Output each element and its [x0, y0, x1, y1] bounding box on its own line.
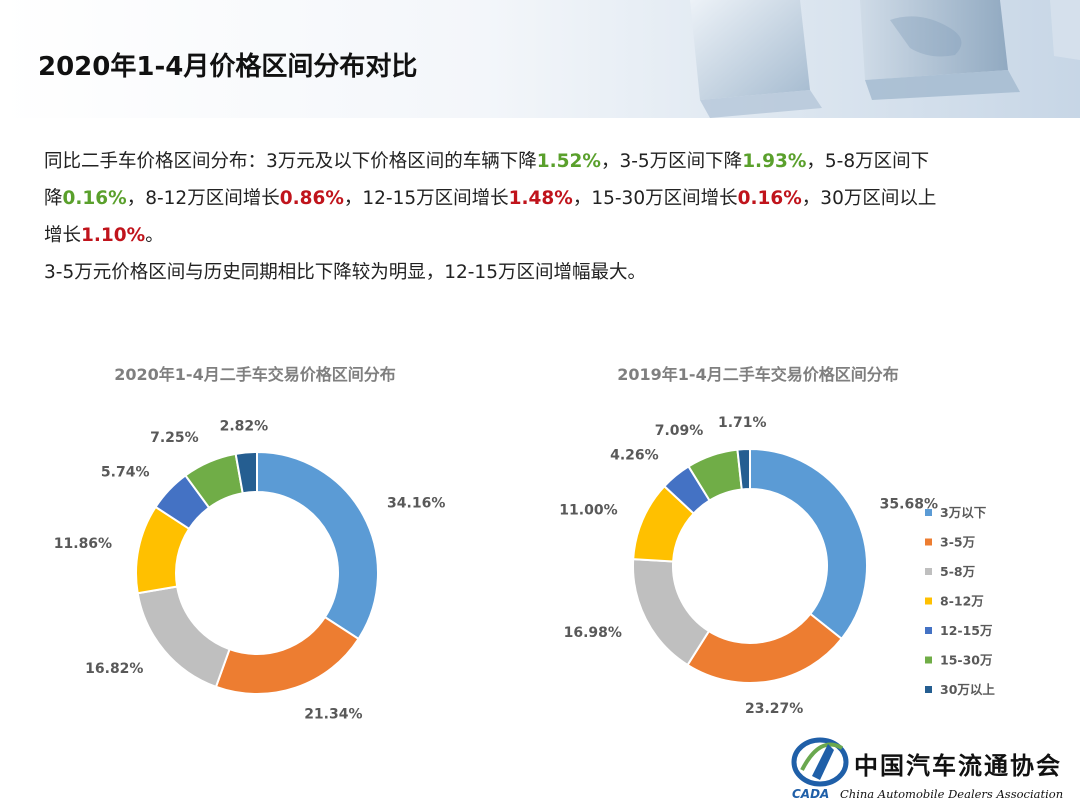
- legend-swatch: [925, 538, 932, 546]
- summary-text: 同比二手车价格区间分布：3万元及以下价格区间的车辆下降1.52%，3-5万区间下…: [44, 143, 1044, 291]
- data-label: 21.34%: [304, 706, 362, 722]
- data-label: 5.74%: [101, 464, 150, 480]
- legend-label: 8-12万: [940, 594, 984, 609]
- summary-text-segment: ，15-30万区间增长: [572, 188, 738, 209]
- decrease-value: 1.52%: [536, 151, 601, 172]
- data-label: 4.26%: [610, 448, 659, 464]
- data-label: 7.25%: [150, 430, 199, 446]
- summary-text-segment: 降: [44, 188, 63, 209]
- increase-value: 0.16%: [737, 188, 802, 209]
- data-label: 16.82%: [85, 661, 143, 677]
- legend-swatch: [925, 686, 932, 693]
- donut-slice-5-8万: [632, 558, 711, 667]
- legend-swatch: [925, 509, 932, 516]
- summary-line-3: 增长1.10%。: [44, 217, 1044, 254]
- legend-swatch: [925, 656, 932, 664]
- summary-text-segment: 增长: [44, 225, 82, 246]
- donut-slice-30万以上: [234, 450, 258, 495]
- legend-swatch: [925, 597, 932, 605]
- increase-value: 1.10%: [81, 225, 146, 246]
- data-label: 35.68%: [880, 496, 938, 512]
- summary-line-4: 3-5万元价格区间与历史同期相比下降较为明显，12-15万区间增幅最大。: [44, 262, 646, 283]
- data-label: 2.82%: [220, 419, 269, 435]
- data-label: 23.27%: [745, 701, 803, 717]
- header-cubes-image: [690, 0, 1080, 118]
- increase-value: 1.48%: [508, 188, 573, 209]
- cada-logo: CADA 中国汽车流通协会 China Automobile Dealers A…: [791, 737, 1063, 801]
- summary-text-segment: 。: [145, 225, 164, 246]
- page-title: 2020年1-4月价格区间分布对比: [38, 52, 418, 82]
- logo-en-text: China Automobile Dealers Association: [840, 787, 1063, 801]
- header-band: 2020年1-4月价格区间分布对比: [0, 0, 1080, 118]
- summary-line-1: 同比二手车价格区间分布：3万元及以下价格区间的车辆下降1.52%，3-5万区间下…: [44, 143, 1044, 180]
- summary-text-segment: ，8-12万区间增长: [126, 188, 280, 209]
- summary-text-segment: 同比二手车价格区间分布：3万元及以下价格区间的车辆下降: [44, 151, 537, 172]
- chart-2019-title: 2019年1-4月二手车交易价格区间分布: [617, 365, 899, 384]
- chart-2020-title: 2020年1-4月二手车交易价格区间分布: [114, 365, 396, 384]
- legend-swatch: [925, 627, 932, 634]
- data-label: 34.16%: [387, 495, 445, 511]
- logo-cn-text: 中国汽车流通协会: [854, 751, 1062, 780]
- legend-label: 15-30万: [940, 653, 992, 668]
- legend-label: 3-5万: [940, 535, 975, 550]
- donut-slice-30万以上: [736, 447, 751, 491]
- summary-text-segment: ，3-5万区间下降: [600, 151, 743, 172]
- decrease-value: 1.93%: [742, 151, 807, 172]
- donut-slice-3万以下: [749, 447, 868, 641]
- donut-slice-3万以下: [256, 450, 379, 641]
- legend-label: 3万以下: [940, 505, 987, 520]
- donut-slice-3-5万: [214, 615, 360, 695]
- data-label: 1.71%: [718, 415, 767, 431]
- legend-swatch: [925, 568, 932, 575]
- data-label: 16.98%: [564, 625, 622, 641]
- legend-label: 5-8万: [940, 564, 975, 579]
- cada-abbr-text: CADA: [792, 787, 829, 801]
- cada-emblem-icon: [791, 737, 849, 787]
- summary-line-2: 降0.16%，8-12万区间增长0.86%，12-15万区间增长1.48%，15…: [44, 180, 1044, 217]
- legend-label: 12-15万: [940, 623, 992, 638]
- summary-text-segment: ，30万区间以上: [801, 188, 937, 209]
- donut-slice-5-8万: [136, 585, 231, 689]
- summary-text-segment: ，12-15万区间增长: [343, 188, 509, 209]
- increase-value: 0.86%: [279, 188, 344, 209]
- data-label: 11.00%: [559, 502, 617, 518]
- legend-label: 30万以上: [940, 682, 995, 697]
- data-label: 7.09%: [655, 423, 704, 439]
- donut-slice-3-5万: [686, 612, 844, 684]
- decrease-value: 0.16%: [62, 188, 127, 209]
- data-label: 11.86%: [54, 536, 112, 552]
- summary-text-segment: ，5-8万区间下: [806, 151, 930, 172]
